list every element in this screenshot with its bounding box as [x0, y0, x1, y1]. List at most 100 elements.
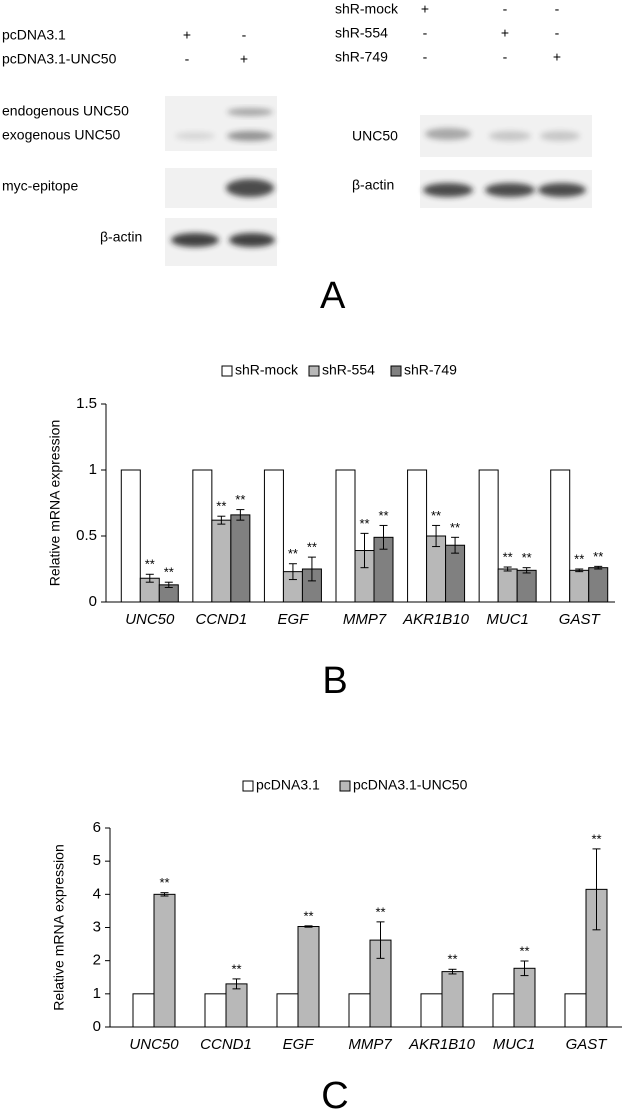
- lane-sign: -: [242, 27, 247, 43]
- bar: [478, 469, 499, 603]
- blot-band: [540, 131, 580, 141]
- x-tick-label: MMP7: [348, 1036, 392, 1053]
- legend-swatch: [242, 780, 254, 792]
- condition-label: shR-749: [335, 49, 388, 65]
- legend-swatch: [339, 780, 351, 792]
- bar: [276, 993, 299, 1028]
- x-tick-label: AKR1B10: [408, 1036, 476, 1053]
- lane-sign: -: [503, 49, 508, 65]
- bar: [445, 544, 466, 603]
- bar: [335, 469, 356, 603]
- blot-band: [489, 131, 531, 141]
- bar: [492, 993, 515, 1028]
- significance-label: **: [591, 831, 601, 846]
- bar: [211, 519, 232, 603]
- legend-swatch: [390, 365, 402, 377]
- y-tick-label: 0: [89, 593, 97, 610]
- lane-sign: +: [183, 27, 191, 43]
- blot-row-label: myc-epitope: [2, 178, 78, 194]
- blot-row-label: UNC50: [352, 128, 398, 144]
- bar: [263, 469, 284, 603]
- blot-row-label: β-actin: [100, 229, 142, 245]
- x-tick-label: UNC50: [129, 1036, 179, 1053]
- y-tick-label: 3: [93, 918, 101, 935]
- condition-label: pcDNA3.1-UNC50: [2, 51, 117, 67]
- significance-label: **: [522, 550, 532, 565]
- blot-band: [485, 183, 535, 197]
- significance-label: **: [145, 557, 155, 572]
- significance-label: **: [359, 516, 369, 531]
- bar: [297, 926, 320, 1028]
- legend-label: shR-554: [322, 362, 375, 378]
- lane-sign: -: [503, 1, 508, 17]
- x-tick-label: MUC1: [486, 611, 529, 628]
- legend-swatch: [221, 365, 233, 377]
- x-tick-label: CCND1: [196, 611, 248, 628]
- bar: [497, 568, 518, 603]
- condition-label: shR-mock: [335, 1, 399, 17]
- significance-label: **: [378, 508, 388, 523]
- legend-label: shR-mock: [235, 362, 299, 378]
- y-tick-label: 1: [89, 461, 97, 478]
- x-tick-label: GAST: [559, 611, 602, 628]
- y-axis-label: Relative mRNA expression: [51, 844, 67, 1011]
- significance-label: **: [450, 520, 460, 535]
- blot-row-label: endogenous UNC50: [2, 103, 129, 119]
- significance-label: **: [431, 508, 441, 523]
- bar: [407, 469, 428, 603]
- significance-label: **: [375, 904, 385, 919]
- panel-label: A: [320, 275, 346, 317]
- blot-band: [229, 233, 275, 247]
- lane-sign: +: [553, 49, 561, 65]
- significance-label: **: [593, 549, 603, 564]
- y-tick-label: 1.5: [76, 395, 97, 412]
- bar: [569, 569, 590, 603]
- blot-band: [227, 131, 273, 141]
- condition-label: shR-554: [335, 25, 388, 41]
- bar: [225, 983, 248, 1028]
- blot-band: [423, 183, 473, 197]
- y-tick-label: 2: [93, 952, 101, 969]
- legend-label: shR-749: [404, 362, 457, 378]
- bar: [550, 469, 571, 603]
- x-tick-label: MMP7: [343, 611, 387, 628]
- bar: [120, 469, 141, 603]
- significance-label: **: [231, 961, 241, 976]
- y-tick-label: 1: [93, 985, 101, 1002]
- blot-band: [171, 233, 219, 247]
- y-tick-label: 0.5: [76, 527, 97, 544]
- blot-band: [175, 132, 215, 140]
- y-tick-label: 6: [93, 819, 101, 836]
- significance-label: **: [503, 549, 513, 564]
- bar: [516, 569, 537, 603]
- significance-label: **: [235, 492, 245, 507]
- blot-row-label: exogenous UNC50: [2, 127, 121, 143]
- significance-label: **: [519, 943, 529, 958]
- bar: [204, 993, 227, 1028]
- legend-label: pcDNA3.1: [256, 777, 320, 793]
- bar: [153, 893, 176, 1028]
- bar: [230, 514, 251, 603]
- bar: [348, 993, 371, 1028]
- lane-sign: -: [185, 51, 190, 67]
- lane-sign: -: [555, 1, 560, 17]
- lane-sign: -: [423, 49, 428, 65]
- y-tick-label: 0: [93, 1018, 101, 1035]
- legend-swatch: [308, 365, 320, 377]
- condition-label: pcDNA3.1: [2, 27, 66, 43]
- blot-band: [538, 183, 586, 197]
- lane-sign: +: [240, 51, 248, 67]
- x-tick-label: EGF: [283, 1036, 315, 1053]
- x-tick-label: GAST: [566, 1036, 609, 1053]
- significance-label: **: [574, 551, 584, 566]
- y-tick-label: 5: [93, 852, 101, 869]
- significance-label: **: [303, 908, 313, 923]
- x-tick-label: MUC1: [493, 1036, 536, 1053]
- x-tick-label: UNC50: [125, 611, 175, 628]
- significance-label: **: [159, 875, 169, 890]
- legend-label: pcDNA3.1-UNC50: [353, 777, 468, 793]
- lane-sign: -: [423, 25, 428, 41]
- blot-band: [226, 179, 274, 197]
